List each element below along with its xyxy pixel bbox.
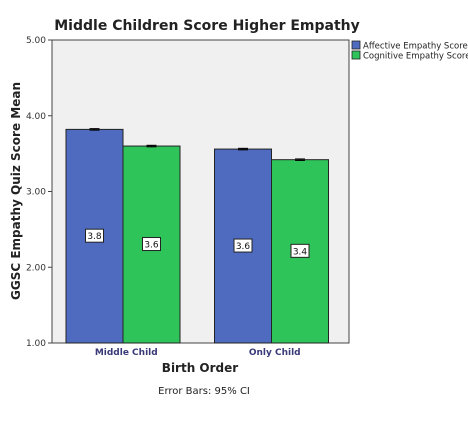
- y-axis-title: GGSC Empathy Quiz Score Mean: [9, 82, 23, 300]
- x-tick-label: Only Child: [249, 348, 301, 358]
- y-tick-label: 3.00: [26, 188, 46, 198]
- y-tick-label: 4.00: [26, 112, 46, 122]
- data-label: 3.6: [144, 241, 159, 251]
- legend-swatch: [351, 50, 361, 60]
- legend-swatch: [351, 40, 361, 50]
- y-tick-label: 5.00: [26, 36, 46, 46]
- x-tick-label: Middle Child: [95, 348, 158, 358]
- data-label-box: [290, 243, 310, 258]
- y-tick-label: 1.00: [26, 339, 46, 349]
- y-axis: 1.00 2.00 3.00 4.00 5.00: [26, 36, 52, 349]
- data-label: 3.6: [236, 242, 251, 252]
- data-label-box: [142, 237, 161, 252]
- chart-title: Middle Children Score Higher Empathy: [54, 18, 360, 34]
- legend-box: [350, 40, 465, 62]
- y-tick-label: 2.00: [26, 263, 46, 273]
- legend-label: Affective Empathy Score: [363, 42, 468, 52]
- data-label-box: [233, 238, 253, 253]
- legend-label: Cognitive Empathy Score: [363, 52, 468, 62]
- data-label-box: [85, 228, 104, 243]
- data-label: 3.8: [87, 232, 102, 242]
- x-axis-title: Birth Order: [162, 361, 238, 375]
- data-label: 3.4: [293, 247, 308, 257]
- bars-layer: 3.8 3.6 3.6 3.4: [65, 128, 329, 344]
- x-axis: Middle Child Only Child: [95, 348, 301, 358]
- footnote-error-bars: Error Bars: 95% CI: [158, 386, 250, 397]
